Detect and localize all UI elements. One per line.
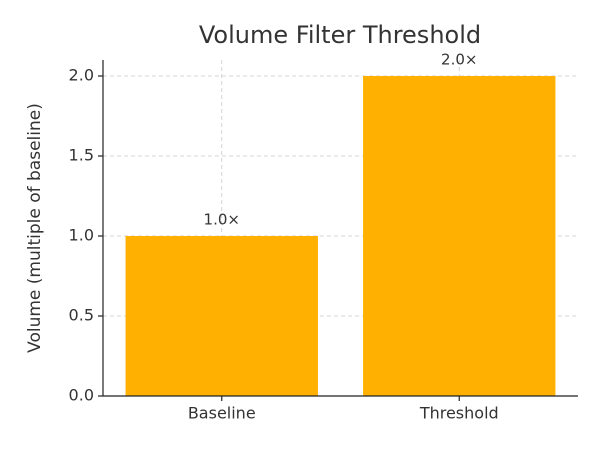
chart-title: Volume Filter Threshold	[199, 21, 481, 49]
y-tick-label: 1.0	[69, 226, 94, 245]
y-tick-label: 0.0	[69, 386, 94, 405]
y-tick-label: 2.0	[69, 66, 94, 85]
value-label: 2.0×	[441, 51, 477, 69]
x-tick-label: Baseline	[188, 404, 256, 423]
y-axis-label: Volume (multiple of baseline)	[25, 103, 45, 353]
x-tick-label: Threshold	[419, 404, 499, 423]
y-tick-label: 0.5	[69, 306, 94, 325]
y-tick-label: 1.5	[69, 146, 94, 165]
bar	[125, 236, 318, 396]
bar	[363, 76, 556, 396]
value-label: 1.0×	[204, 211, 240, 229]
